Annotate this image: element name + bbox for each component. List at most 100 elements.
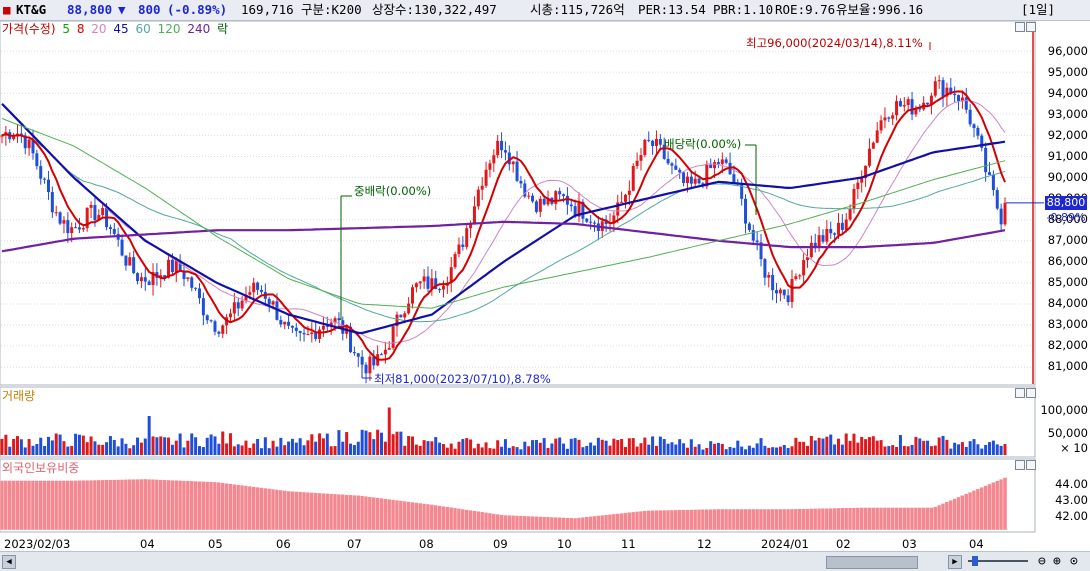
zoom-reset-icon[interactable]: ⊙ (1070, 554, 1078, 569)
volume-bar (108, 436, 112, 455)
volume-bar (225, 443, 229, 455)
foreign-ratio-bar (61, 480, 67, 531)
volume-bar (709, 441, 713, 455)
foreign-ratio-bar (19, 480, 24, 531)
volume-bar (147, 416, 151, 455)
zoom-in-icon[interactable]: ⊕ (1053, 554, 1061, 569)
candle-body (651, 140, 655, 146)
volume-bar (534, 439, 538, 455)
zoom-out-icon[interactable]: ⊖ (1038, 554, 1046, 569)
foreign-ratio-bar (917, 507, 923, 531)
volume-panel-max-button[interactable] (1026, 388, 1036, 398)
candle-body (767, 274, 771, 278)
volume-bar (697, 444, 701, 455)
legend-ma60: 60 (135, 22, 151, 36)
header-bar: ■ KT&G 88,800 ▼ 800 (-0.89%) 169,716 구분:… (0, 0, 1090, 21)
foreign-ratio-bar (88, 479, 94, 531)
volume-bar (604, 440, 608, 455)
foreign-panel-close-button[interactable] (1015, 460, 1025, 470)
scroll-right-button[interactable]: ▶ (948, 555, 962, 569)
legend-ma5: 5 (62, 22, 70, 36)
price-change: 800 (138, 2, 161, 17)
foreign-ratio-bar (534, 516, 539, 531)
candle-body (720, 159, 724, 164)
volume-bar (833, 444, 837, 455)
volume-bar (46, 436, 50, 455)
candle-body (31, 139, 35, 154)
candle-body (349, 326, 353, 353)
candle-body (670, 163, 674, 166)
volume-bar (182, 447, 186, 455)
price-panel-close-button[interactable] (1015, 22, 1025, 32)
foreign-ratio-bar (42, 480, 47, 531)
volume-bar (639, 443, 643, 455)
volume-bar (775, 447, 779, 455)
candle-body (542, 198, 546, 205)
foreign-ratio-bar (205, 481, 210, 531)
foreign-ratio-bar (658, 510, 663, 531)
volume-bar (101, 444, 105, 455)
period-button[interactable]: [1일] (1021, 2, 1056, 17)
volume-bar (89, 436, 93, 455)
volume-bar (19, 439, 23, 455)
volume-bar (786, 448, 790, 455)
y-tick: 90,000 (1047, 170, 1088, 184)
price-panel-max-button[interactable] (1026, 22, 1036, 32)
candle-body (240, 300, 244, 309)
foreign-ratio-bar (514, 515, 520, 531)
foreign-ratio-bar (313, 492, 318, 531)
foreign-ratio-bar (751, 508, 756, 531)
candle-body (623, 194, 627, 202)
volume-bar (259, 448, 263, 455)
volume-bar (438, 442, 442, 455)
foreign-panel-max-button[interactable] (1026, 460, 1036, 470)
volume-bar (902, 445, 906, 455)
candle-body (953, 93, 957, 96)
zoom-slider-track[interactable] (968, 560, 1028, 562)
volume-bar (693, 446, 697, 455)
foreign-ratio-bar (600, 514, 605, 531)
volume-bar (732, 447, 736, 455)
volume-bar (364, 430, 368, 455)
candle-body (875, 130, 879, 143)
foreign-ratio-bar (162, 479, 167, 531)
foreign-ratio-bar (720, 508, 725, 531)
volume-bar (759, 438, 763, 455)
volume-bar (798, 441, 802, 455)
candle-body (93, 204, 97, 221)
foreign-ratio-bar (890, 507, 895, 531)
candle-body (914, 108, 918, 115)
volume-bar (81, 435, 85, 455)
foreign-ratio-bar (270, 488, 276, 531)
foreign-ratio-bar (390, 499, 396, 531)
roe-value: ROE:9.76 (775, 2, 836, 17)
candle-body (0, 135, 4, 137)
foreign-ratio-bar (228, 483, 233, 531)
volume-bar (77, 434, 81, 455)
candle-body (786, 295, 790, 303)
candle-body (507, 152, 511, 165)
foreign-ratio-bar (34, 480, 40, 531)
volume-bar (906, 446, 910, 455)
foreign-ratio-bar (317, 492, 322, 531)
volume-panel-close-button[interactable] (1015, 388, 1025, 398)
scroll-left-button[interactable]: ◀ (2, 555, 16, 569)
foreign-ratio-bar (882, 507, 888, 531)
volume-bar (31, 445, 35, 455)
foreign-ratio-bar (770, 508, 775, 531)
foreign-ratio-bar (700, 509, 706, 531)
scroll-thumb[interactable] (826, 556, 918, 569)
foreign-ratio-bar (886, 507, 892, 531)
candle-body (891, 115, 895, 119)
volume-bar (724, 449, 728, 455)
volume-bar (887, 446, 891, 455)
volume-bar (991, 440, 995, 455)
foreign-ratio-bar (452, 507, 458, 531)
foreign-ratio-bar (828, 507, 833, 531)
x-tick: 04 (969, 537, 984, 551)
volume-bar (155, 437, 159, 455)
foreign-ratio-bar (359, 495, 365, 531)
volume-bar (74, 433, 78, 455)
zoom-slider-handle[interactable] (972, 556, 978, 566)
